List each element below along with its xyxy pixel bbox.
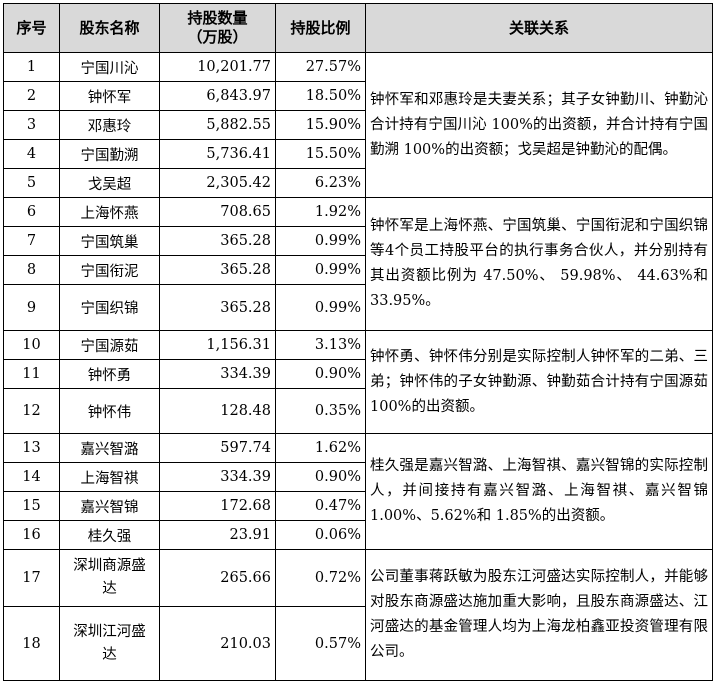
table-row: 15 嘉兴智锦 172.68 0.47%: [3, 491, 713, 521]
row-ratio: 0.47%: [275, 491, 366, 521]
table-row: 7 宁国筑巢 365.28 0.99%: [3, 226, 713, 256]
table-row: 18 深圳江河盛 达 210.03 0.57%: [3, 606, 713, 681]
row-no: 1: [3, 52, 60, 82]
header-row: 序号 股东名称 持股数量 （万股） 持股比例 关联关系: [3, 3, 713, 53]
row-no: 10: [3, 330, 60, 360]
row-ratio: 0.99%: [275, 284, 366, 331]
row-shares: 365.28: [159, 284, 276, 331]
row-ratio: 0.72%: [275, 549, 366, 607]
row-ratio: 3.13%: [275, 330, 366, 360]
row-ratio: 0.90%: [275, 359, 366, 389]
row-ratio: 0.90%: [275, 462, 366, 492]
row-ratio: 27.57%: [275, 52, 366, 82]
row-name: 桂久强: [59, 520, 160, 550]
table-row: 13 嘉兴智潞 597.74 1.62% 桂久强是嘉兴智潞、上海智祺、嘉兴智锦的…: [3, 433, 713, 550]
row-ratio: 15.50%: [275, 139, 366, 169]
row-ratio: 6.23%: [275, 168, 366, 198]
row-name: 钟怀伟: [59, 388, 160, 434]
row-no: 8: [3, 255, 60, 285]
row-no: 18: [3, 606, 60, 681]
relation-cell: 桂久强是嘉兴智潞、上海智祺、嘉兴智锦的实际控制人，并间接持有嘉兴智潞、上海智祺、…: [365, 433, 713, 550]
row-name: 宁国勤溯: [59, 139, 160, 169]
header-name: 股东名称: [59, 3, 160, 53]
table-row: 9 宁国织锦 365.28 0.99%: [3, 284, 713, 331]
row-no: 14: [3, 462, 60, 492]
row-shares: 23.91: [159, 520, 276, 550]
row-shares: 265.66: [159, 549, 276, 607]
row-name: 钟怀勇: [59, 359, 160, 389]
row-name: 上海怀燕: [59, 197, 160, 227]
row-ratio: 0.35%: [275, 388, 366, 434]
row-name: 嘉兴智潞: [59, 433, 160, 463]
row-name: 宁国川沁: [59, 52, 160, 82]
row-shares: 2,305.42: [159, 168, 276, 198]
row-ratio: 15.90%: [275, 110, 366, 140]
table-row: 6 上海怀燕 708.65 1.92% 钟怀军是上海怀燕、宁国筑巢、宁国衔泥和宁…: [3, 197, 713, 331]
row-shares: 210.03: [159, 606, 276, 681]
row-ratio: 18.50%: [275, 81, 366, 111]
row-no: 17: [3, 549, 60, 607]
row-shares: 708.65: [159, 197, 276, 227]
row-name: 宁国衔泥: [59, 255, 160, 285]
table-row: 10 宁国源茹 1,156.31 3.13% 钟怀勇、钟怀伟分别是实际控制人钟怀…: [3, 330, 713, 434]
row-no: 15: [3, 491, 60, 521]
row-no: 7: [3, 226, 60, 256]
table-row: 8 宁国衔泥 365.28 0.99%: [3, 255, 713, 285]
row-shares: 5,736.41: [159, 139, 276, 169]
row-no: 16: [3, 520, 60, 550]
header-no: 序号: [3, 3, 60, 53]
header-ratio: 持股比例: [275, 3, 366, 53]
header-shares: 持股数量 （万股）: [159, 3, 276, 53]
row-shares: 10,201.77: [159, 52, 276, 82]
row-no: 4: [3, 139, 60, 169]
row-shares: 5,882.55: [159, 110, 276, 140]
row-shares: 128.48: [159, 388, 276, 434]
row-no: 2: [3, 81, 60, 111]
row-ratio: 0.99%: [275, 226, 366, 256]
relation-cell: 钟怀军和邓惠玲是夫妻关系；其子女钟勤川、钟勤沁合计持有宁国川沁 100%的出资额…: [365, 52, 713, 198]
row-no: 3: [3, 110, 60, 140]
row-shares: 365.28: [159, 226, 276, 256]
table-row: 12 钟怀伟 128.48 0.35%: [3, 388, 713, 434]
row-name: 上海智祺: [59, 462, 160, 492]
row-no: 5: [3, 168, 60, 198]
row-ratio: 1.92%: [275, 197, 366, 227]
row-shares: 597.74: [159, 433, 276, 463]
table-row: 1 宁国川沁 10,201.77 27.57% 钟怀军和邓惠玲是夫妻关系；其子女…: [3, 52, 713, 198]
row-name: 邓惠玲: [59, 110, 160, 140]
row-no: 13: [3, 433, 60, 463]
row-shares: 334.39: [159, 462, 276, 492]
row-shares: 365.28: [159, 255, 276, 285]
row-ratio: 1.62%: [275, 433, 366, 463]
shareholder-table: 序号 股东名称 持股数量 （万股） 持股比例 关联关系 1 宁国川沁 10,20…: [3, 3, 713, 681]
header-relation: 关联关系: [365, 3, 713, 53]
row-ratio: 0.99%: [275, 255, 366, 285]
row-name: 宁国源茹: [59, 330, 160, 360]
table-row: 17 深圳商源盛 达 265.66 0.72% 公司董事蒋跃敏为股东江河盛达实际…: [3, 549, 713, 681]
table-row: 4 宁国勤溯 5,736.41 15.50%: [3, 139, 713, 169]
row-no: 11: [3, 359, 60, 389]
row-name: 宁国织锦: [59, 284, 160, 331]
row-name: 嘉兴智锦: [59, 491, 160, 521]
row-name: 宁国筑巢: [59, 226, 160, 256]
row-name: 戈吴超: [59, 168, 160, 198]
row-shares: 6,843.97: [159, 81, 276, 111]
relation-cell: 钟怀勇、钟怀伟分别是实际控制人钟怀军的二弟、三弟；钟怀伟的子女钟勤源、钟勤茹合计…: [365, 330, 713, 434]
table-row: 3 邓惠玲 5,882.55 15.90%: [3, 110, 713, 140]
relation-cell: 钟怀军是上海怀燕、宁国筑巢、宁国衔泥和宁国织锦等4个员工持股平台的执行事务合伙人…: [365, 197, 713, 331]
row-name: 深圳江河盛 达: [59, 606, 160, 681]
table-row: 5 戈吴超 2,305.42 6.23%: [3, 168, 713, 198]
row-shares: 1,156.31: [159, 330, 276, 360]
row-no: 6: [3, 197, 60, 227]
row-no: 9: [3, 284, 60, 331]
row-name: 钟怀军: [59, 81, 160, 111]
row-no: 12: [3, 388, 60, 434]
row-shares: 334.39: [159, 359, 276, 389]
row-ratio: 0.06%: [275, 520, 366, 550]
row-ratio: 0.57%: [275, 606, 366, 681]
relation-cell: 公司董事蒋跃敏为股东江河盛达实际控制人，并能够对股东商源盛达施加重大影响，且股东…: [365, 549, 713, 681]
row-shares: 172.68: [159, 491, 276, 521]
row-name: 深圳商源盛 达: [59, 549, 160, 607]
